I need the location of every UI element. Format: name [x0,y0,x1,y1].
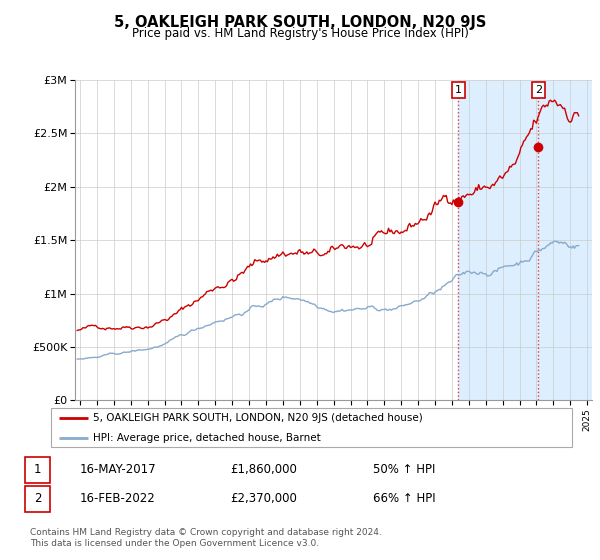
Bar [458,80,592,400]
FancyBboxPatch shape [25,457,50,483]
Text: 1: 1 [455,85,462,95]
Text: 50% ↑ HPI: 50% ↑ HPI [373,463,435,477]
Text: 16-FEB-2022: 16-FEB-2022 [80,492,155,506]
Text: 16-MAY-2017: 16-MAY-2017 [80,463,157,477]
Text: 5, OAKLEIGH PARK SOUTH, LONDON, N20 9JS: 5, OAKLEIGH PARK SOUTH, LONDON, N20 9JS [114,15,486,30]
Text: HPI: Average price, detached house, Barnet: HPI: Average price, detached house, Barn… [93,433,320,443]
Text: Price paid vs. HM Land Registry's House Price Index (HPI): Price paid vs. HM Land Registry's House … [131,27,469,40]
Text: 2: 2 [34,492,41,506]
FancyBboxPatch shape [50,408,572,447]
FancyBboxPatch shape [25,486,50,512]
Text: 2: 2 [535,85,542,95]
Text: 5, OAKLEIGH PARK SOUTH, LONDON, N20 9JS (detached house): 5, OAKLEIGH PARK SOUTH, LONDON, N20 9JS … [93,413,422,423]
Text: £1,860,000: £1,860,000 [230,463,298,477]
Text: 66% ↑ HPI: 66% ↑ HPI [373,492,436,506]
Text: Contains HM Land Registry data © Crown copyright and database right 2024.
This d: Contains HM Land Registry data © Crown c… [30,528,382,548]
Text: 1: 1 [34,463,41,477]
Text: £2,370,000: £2,370,000 [230,492,298,506]
